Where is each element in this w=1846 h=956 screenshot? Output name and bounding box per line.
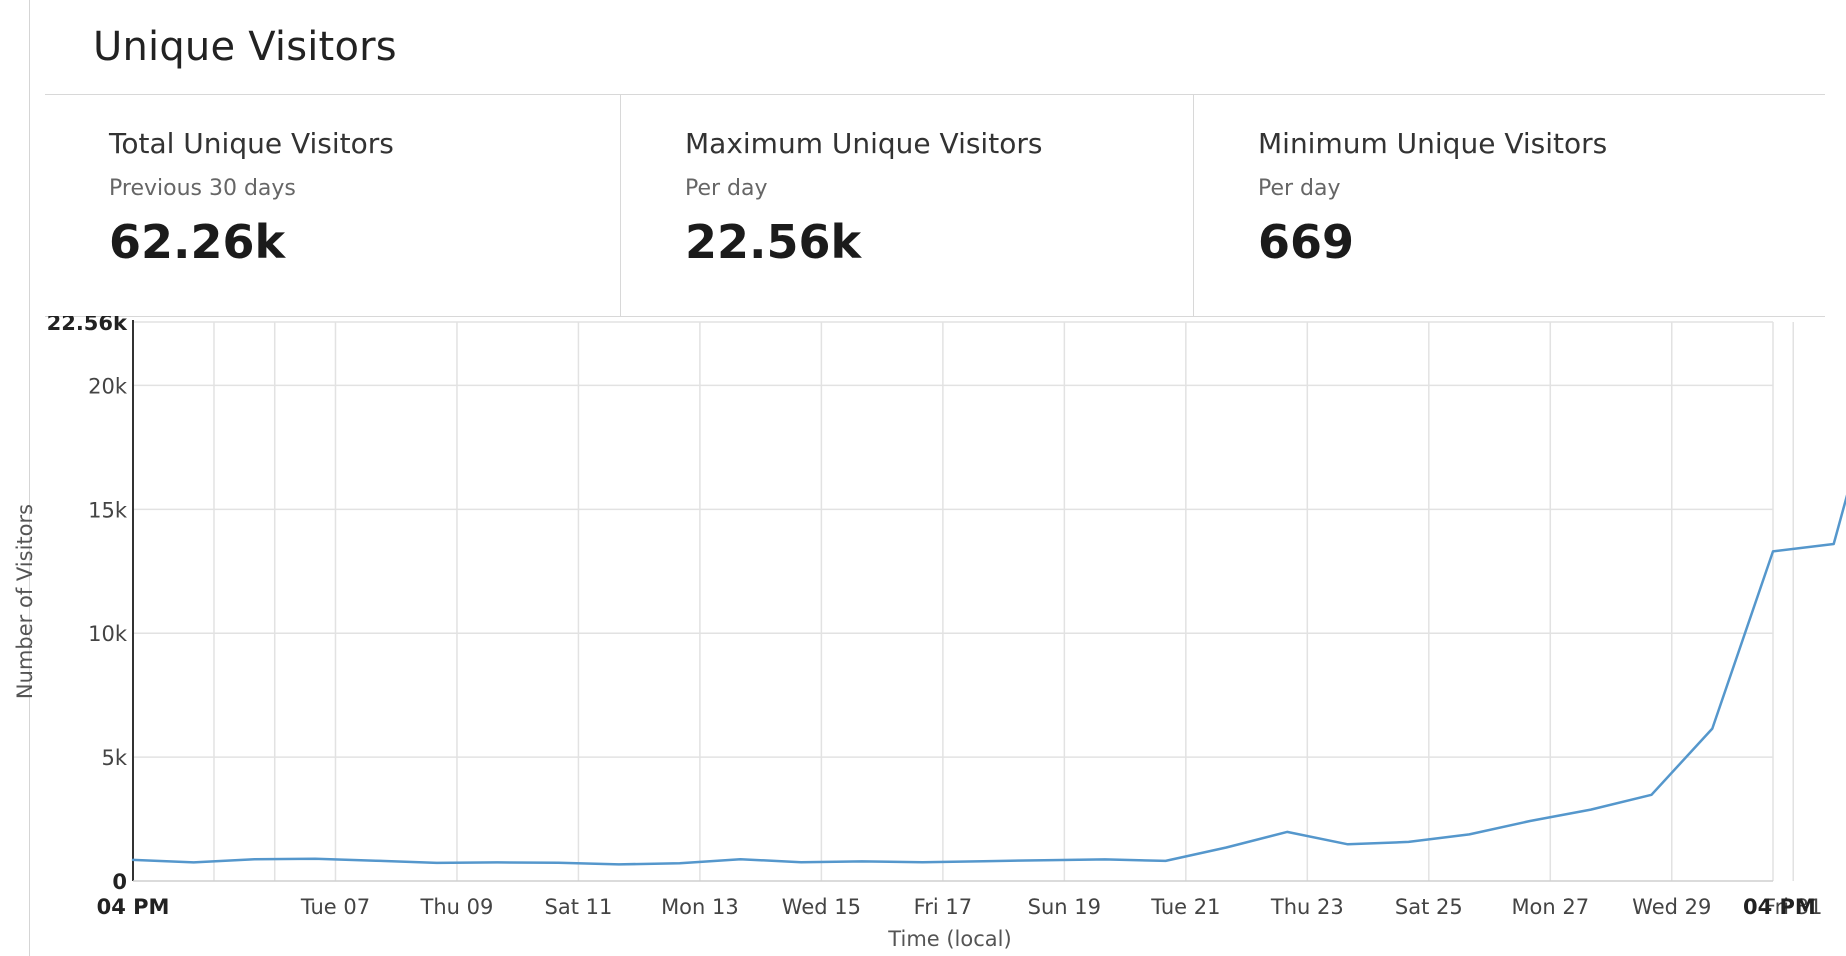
x-tick-label: Thu 09 (420, 895, 494, 919)
x-tick-label: Sat 25 (1395, 895, 1463, 919)
y-tick-label: 0 (112, 870, 127, 894)
stat-label: Maximum Unique Visitors (685, 127, 1043, 160)
stat-card-total: Total Unique Visitors Previous 30 days 6… (45, 95, 620, 316)
title-divider (45, 94, 1825, 95)
x-tick-label: Mon 13 (661, 895, 739, 919)
x-tick-label: 04 PM (1743, 895, 1816, 919)
stat-label: Total Unique Visitors (109, 127, 394, 160)
x-tick-label: Mon 27 (1511, 895, 1589, 919)
stats-row: Total Unique Visitors Previous 30 days 6… (45, 95, 1825, 317)
stat-card-minimum: Minimum Unique Visitors Per day 669 (1193, 95, 1825, 316)
stat-sublabel: Per day (1258, 176, 1341, 201)
y-tick-label: 5k (101, 746, 127, 770)
x-tick-label: Sun 19 (1028, 895, 1101, 919)
stat-value: 22.56k (685, 215, 862, 269)
x-tick-label: Wed 15 (782, 895, 861, 919)
line-chart: 0 5k 10k 15k 20k 22.56k 04 PM Tue 07 Thu 09 Sat 1… (13, 316, 1846, 951)
x-tick-label: 04 PM (97, 895, 170, 919)
stat-value: 62.26k (109, 215, 286, 269)
stat-sublabel: Per day (685, 176, 768, 201)
x-axis-title: Time (local) (887, 927, 1011, 951)
x-tick-label: Tue 07 (300, 895, 370, 919)
stat-value: 669 (1258, 215, 1355, 269)
x-tick-label: Tue 21 (1150, 895, 1220, 919)
stat-sublabel: Previous 30 days (109, 176, 296, 201)
panel-title: Unique Visitors (93, 24, 397, 70)
x-tick-label: Fri 31 (1764, 895, 1822, 919)
y-tick-label: 10k (88, 622, 128, 646)
y-tick-label: 22.56k (47, 316, 128, 335)
y-axis-title: Number of Visitors (13, 504, 37, 699)
panel-left-border (29, 0, 30, 956)
y-tick-label: 20k (88, 374, 128, 398)
x-tick-label: Sat 11 (545, 895, 613, 919)
x-tick-label: Fri 17 (914, 895, 972, 919)
stat-card-maximum: Maximum Unique Visitors Per day 22.56k (620, 95, 1193, 316)
x-tick-label: Wed 29 (1632, 895, 1711, 919)
stat-label: Minimum Unique Visitors (1258, 127, 1608, 160)
x-tick-label: Thu 23 (1270, 895, 1344, 919)
series-line (131, 494, 1846, 866)
y-tick-label: 15k (88, 498, 128, 522)
